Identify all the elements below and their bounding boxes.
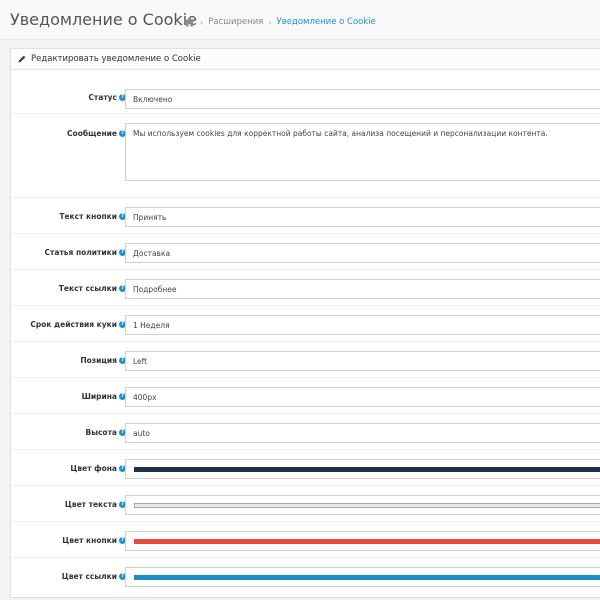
bg-color-label: Цвет фона? <box>70 464 126 473</box>
status-select[interactable]: Включено <box>125 89 600 109</box>
width-label-text: Ширина <box>81 392 117 401</box>
edit-panel: Редактировать уведомление о Cookie Стату… <box>10 48 600 598</box>
help-icon[interactable]: ? <box>119 465 126 472</box>
form-row-button-color: Цвет кнопки? <box>11 522 600 558</box>
bg-color-picker[interactable] <box>125 459 600 479</box>
button-text-input[interactable]: Принять <box>125 207 600 227</box>
link-color-label-text: Цвет ссылки <box>61 572 117 581</box>
message-label: Сообщение? <box>67 129 126 138</box>
breadcrumb-extensions-link[interactable]: Расширения <box>208 17 264 27</box>
form-row-message: Сообщение? Мы используем cookies для кор… <box>11 114 600 198</box>
text-color-label: Цвет текста? <box>65 500 126 509</box>
button-color-picker[interactable] <box>125 531 600 551</box>
breadcrumb-separator: › <box>268 17 272 27</box>
height-label: Высота? <box>85 428 126 437</box>
button-color-swatch <box>134 539 600 544</box>
text-color-swatch <box>134 503 600 508</box>
link-text-input[interactable]: Подробнее <box>125 279 600 299</box>
button-color-label-text: Цвет кнопки <box>62 536 117 545</box>
text-color-picker[interactable] <box>125 495 600 515</box>
panel-heading: Редактировать уведомление о Cookie <box>11 49 600 70</box>
form-row-bg-color: Цвет фона? <box>11 450 600 486</box>
policy-article-select[interactable]: Доставка <box>125 243 600 263</box>
form-row-status: Статус? Включено <box>11 70 600 114</box>
message-label-text: Сообщение <box>67 129 117 138</box>
link-text-label-text: Текст ссылки <box>58 284 117 293</box>
help-icon[interactable]: ? <box>119 429 126 436</box>
help-icon[interactable]: ? <box>119 501 126 508</box>
page-title: Уведомление о Cookie <box>10 10 197 29</box>
pencil-icon <box>18 55 26 63</box>
form-row-position: Позиция? Left <box>11 342 600 378</box>
button-text-label-text: Текст кнопки <box>59 212 117 221</box>
help-icon[interactable]: ? <box>119 249 126 256</box>
help-icon[interactable]: ? <box>119 537 126 544</box>
form-row-button-text: Текст кнопки? Принять <box>11 198 600 234</box>
status-label-text: Статус <box>88 93 117 102</box>
link-color-swatch <box>134 575 600 580</box>
form-row-link-text: Текст ссылки? Подробнее <box>11 270 600 306</box>
cookie-lifetime-label-text: Срок действия куки <box>30 320 117 329</box>
bg-color-swatch <box>134 467 600 472</box>
help-icon[interactable]: ? <box>119 357 126 364</box>
position-label: Позиция? <box>80 356 126 365</box>
link-color-label: Цвет ссылки? <box>62 572 126 581</box>
help-icon[interactable]: ? <box>119 285 126 292</box>
height-label-text: Высота <box>85 428 117 437</box>
help-icon[interactable]: ? <box>119 321 126 328</box>
form-row-cookie-lifetime: Срок действия куки? 1 Неделя <box>11 306 600 342</box>
form-row-height: Высота? auto <box>11 414 600 450</box>
link-color-picker[interactable] <box>125 567 600 587</box>
link-text-label: Текст ссылки? <box>59 284 126 293</box>
width-input[interactable]: 400px <box>125 387 600 407</box>
text-color-label-text: Цвет текста <box>64 500 117 509</box>
cookie-lifetime-label: Срок действия куки? <box>30 320 126 329</box>
button-color-label: Цвет кнопки? <box>62 536 126 545</box>
breadcrumb-current-link[interactable]: Уведомление о Cookie <box>276 17 376 27</box>
help-icon[interactable]: ? <box>119 393 126 400</box>
button-text-label: Текст кнопки? <box>59 212 126 221</box>
position-label-text: Позиция <box>80 356 117 365</box>
breadcrumb-separator: › <box>200 17 204 27</box>
page-header: Уведомление о Cookie › Расширения › Увед… <box>0 0 600 40</box>
status-label: Статус? <box>88 93 126 102</box>
height-input[interactable]: auto <box>125 423 600 443</box>
form-row-width: Ширина? 400px <box>11 378 600 414</box>
cookie-lifetime-select[interactable]: 1 Неделя <box>125 315 600 335</box>
form-row-text-color: Цвет текста? <box>11 486 600 522</box>
help-icon[interactable]: ? <box>119 94 126 101</box>
policy-article-label-text: Статья политики <box>44 248 117 257</box>
message-textarea[interactable]: Мы используем cookies для корректной раб… <box>125 123 600 181</box>
help-icon[interactable]: ? <box>119 130 126 137</box>
width-label: Ширина? <box>82 392 126 401</box>
bg-color-label-text: Цвет фона <box>70 464 117 473</box>
panel-heading-text: Редактировать уведомление о Cookie <box>31 54 201 64</box>
help-icon[interactable]: ? <box>119 573 126 580</box>
help-icon[interactable]: ? <box>119 213 126 220</box>
position-select[interactable]: Left <box>125 351 600 371</box>
policy-article-label: Статья политики? <box>45 248 126 257</box>
form-row-policy-article: Статья политики? Доставка <box>11 234 600 270</box>
form-row-link-color: Цвет ссылки? <box>11 558 600 594</box>
home-icon[interactable] <box>184 17 195 27</box>
breadcrumb: › Расширения › Уведомление о Cookie <box>184 17 376 27</box>
